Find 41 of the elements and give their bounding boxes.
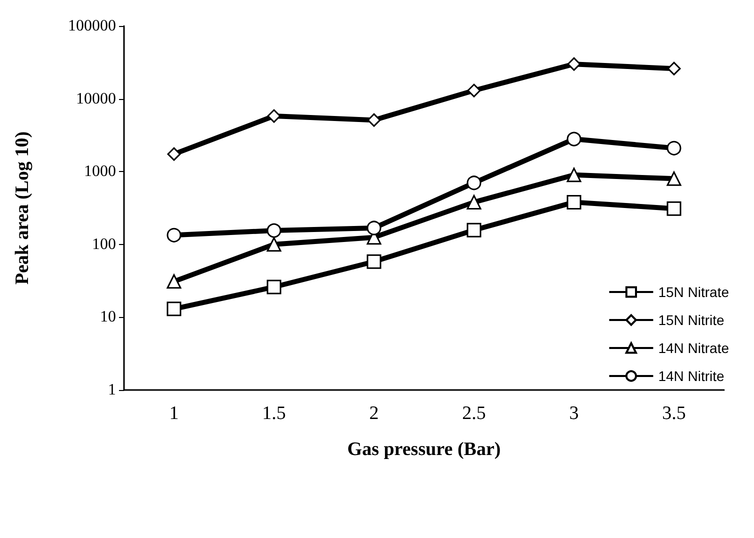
- legend-label: 15N Nitrate: [658, 284, 730, 300]
- legend-label: 14N Nitrite: [658, 368, 725, 384]
- point: [267, 109, 281, 123]
- point: [566, 132, 582, 146]
- y-tick-label: 100000: [68, 18, 116, 34]
- x-tick-label: 2: [369, 403, 379, 424]
- point: [167, 147, 181, 161]
- legend-label: 14N Nitrate: [658, 340, 730, 356]
- point: [467, 84, 481, 98]
- point: [566, 194, 582, 210]
- point: [666, 140, 682, 156]
- point: [366, 254, 382, 269]
- x-tick-label: 3: [569, 403, 579, 424]
- y-tick-label: 10000: [76, 90, 116, 108]
- legend-label: 15N Nitrite: [658, 312, 725, 328]
- point: [166, 228, 182, 242]
- point: [466, 194, 482, 210]
- point: [266, 280, 282, 294]
- y-tick-label: 100: [92, 236, 116, 253]
- y-tick-label: 1000: [84, 163, 116, 180]
- x-tick-label: 3.5: [662, 403, 686, 424]
- point: [666, 201, 682, 216]
- point: [366, 220, 382, 236]
- point: [666, 171, 682, 186]
- y-tick-label: 10: [100, 308, 116, 326]
- point: [266, 237, 282, 252]
- point: [466, 176, 482, 190]
- point: [367, 113, 381, 127]
- y-tick-label: 1: [108, 382, 116, 398]
- point: [266, 223, 282, 238]
- point: [166, 274, 182, 289]
- point: [566, 168, 582, 182]
- x-tick-label: 2.5: [462, 403, 486, 424]
- point: [466, 222, 482, 238]
- x-tick-label: 1: [169, 403, 179, 424]
- x-tick-label: 1.5: [262, 403, 286, 424]
- point: [567, 57, 581, 71]
- y-axis-title: Peak area (Log 10): [12, 131, 33, 285]
- x-axis-title: Gas pressure (Bar): [347, 439, 501, 460]
- point: [166, 302, 182, 316]
- point: [667, 62, 681, 76]
